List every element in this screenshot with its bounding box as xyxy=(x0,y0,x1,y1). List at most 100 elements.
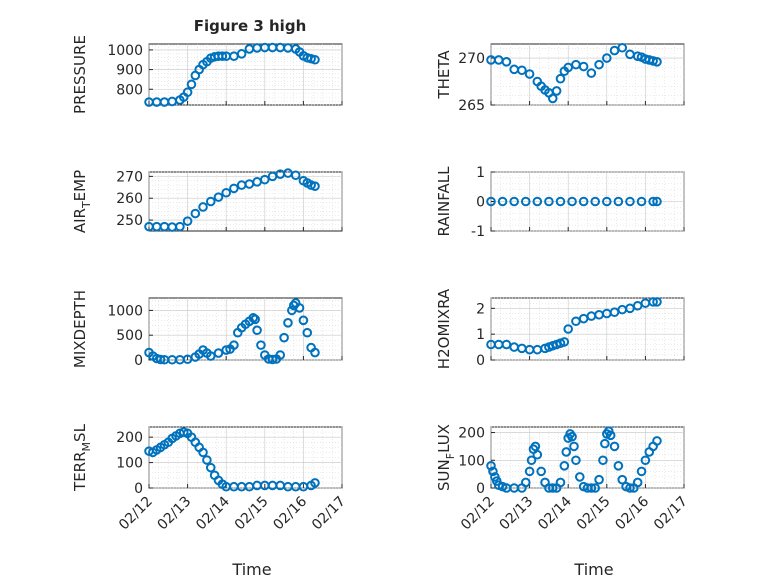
data-point xyxy=(632,51,643,62)
data-point xyxy=(182,87,193,98)
y-axis-label: RAINFALL xyxy=(435,166,453,237)
data-point xyxy=(563,62,574,73)
data-point xyxy=(567,196,577,207)
data-point xyxy=(198,447,208,458)
x-tick-label: 02/13 xyxy=(155,494,195,534)
data-point xyxy=(559,337,570,347)
data-point xyxy=(532,449,543,460)
data-point xyxy=(648,196,658,207)
y-tick-label: 250 xyxy=(116,213,143,229)
data-point xyxy=(594,59,604,70)
y-axis-label: PRESSURE xyxy=(71,35,89,114)
data-point xyxy=(252,325,262,336)
data-point xyxy=(202,455,212,465)
y-tick-label: 1 xyxy=(476,327,485,343)
y-axis-label: AIRTEMP xyxy=(71,170,93,233)
y-tick-label: 1000 xyxy=(107,303,143,319)
data-point xyxy=(632,477,643,488)
data-point xyxy=(617,42,628,53)
data-point xyxy=(205,462,216,473)
panel-theta: 265 270 THETA xyxy=(435,42,685,114)
data-point xyxy=(567,431,577,442)
data-point xyxy=(590,196,601,207)
data-point xyxy=(652,297,662,307)
data-point xyxy=(555,477,566,488)
y-tick-label: 900 xyxy=(116,63,143,79)
y-tick-label: 200 xyxy=(458,426,485,442)
data-point xyxy=(636,196,647,207)
data-point xyxy=(602,196,612,207)
y-tick-label: 100 xyxy=(116,456,143,472)
x-tick-label: 02/15 xyxy=(232,494,272,534)
y-axis-label: SUNFLUX xyxy=(435,424,457,491)
data-point xyxy=(594,474,604,485)
y-tick-label: 1000 xyxy=(107,43,143,59)
data-point xyxy=(625,483,635,493)
data-point xyxy=(524,466,535,477)
data-point xyxy=(213,192,224,202)
data-point xyxy=(310,54,320,65)
data-point xyxy=(600,438,610,449)
data-point xyxy=(547,483,558,493)
y-tick-label: 0 xyxy=(476,195,485,211)
data-point xyxy=(617,474,628,485)
data-point xyxy=(598,455,608,466)
y-axis-label: TERRMSL xyxy=(71,423,93,492)
data-point xyxy=(229,340,239,350)
data-point xyxy=(190,208,201,219)
data-point xyxy=(205,196,216,207)
x-tick-label: 02/12 xyxy=(116,494,156,534)
data-point xyxy=(488,466,498,477)
x-tick-label: 02/17 xyxy=(309,494,349,534)
y-tick-label: 0 xyxy=(476,353,485,369)
data-point xyxy=(250,314,260,325)
y-tick-label: 0 xyxy=(476,481,485,497)
panel-air-temp: 250 260 270 AIRTEMP xyxy=(71,168,343,233)
data-point xyxy=(648,56,658,66)
panel-pressure: 800 900 1000 PRESSURE xyxy=(71,35,343,114)
data-point xyxy=(486,196,496,207)
data-point xyxy=(571,455,581,466)
data-point xyxy=(578,196,589,207)
x-tick-label: 02/16 xyxy=(270,493,310,533)
data-point xyxy=(536,466,546,477)
data-point xyxy=(555,73,566,84)
data-point xyxy=(561,447,572,457)
data-point xyxy=(186,79,197,90)
data-point xyxy=(221,187,231,198)
data-point xyxy=(275,350,286,360)
data-point xyxy=(236,49,247,59)
data-point xyxy=(652,436,662,446)
data-point xyxy=(652,196,662,207)
data-point xyxy=(509,196,519,207)
x-tick-label: 02/13 xyxy=(497,494,537,534)
x-tick-label: 02/12 xyxy=(458,494,498,534)
data-point xyxy=(205,351,216,361)
figure-title: Figure 3 high xyxy=(194,17,307,35)
data-point xyxy=(586,68,597,78)
data-point xyxy=(294,303,305,313)
y-tick-label: 2 xyxy=(476,301,485,317)
data-point xyxy=(524,69,535,79)
data-point xyxy=(497,196,508,207)
data-point xyxy=(517,65,527,76)
x-tick-label: 02/14 xyxy=(535,493,575,533)
y-tick-label: 800 xyxy=(116,82,143,98)
x-tick-label: 02/15 xyxy=(574,494,614,534)
data-point xyxy=(310,347,320,358)
data-point xyxy=(609,45,620,56)
data-point xyxy=(609,441,620,452)
data-point xyxy=(602,53,612,63)
y-tick-label: 270 xyxy=(116,169,143,185)
x-axis-label-right: Time xyxy=(573,560,613,579)
data-point xyxy=(648,297,658,307)
data-point xyxy=(625,196,635,207)
data-point xyxy=(260,174,270,185)
panel-rainfall: -1 0 1 RAINFALL xyxy=(435,165,685,240)
data-point xyxy=(279,332,289,343)
y-tick-label: 1 xyxy=(476,165,485,181)
data-point xyxy=(501,57,512,67)
data-point xyxy=(555,196,566,207)
